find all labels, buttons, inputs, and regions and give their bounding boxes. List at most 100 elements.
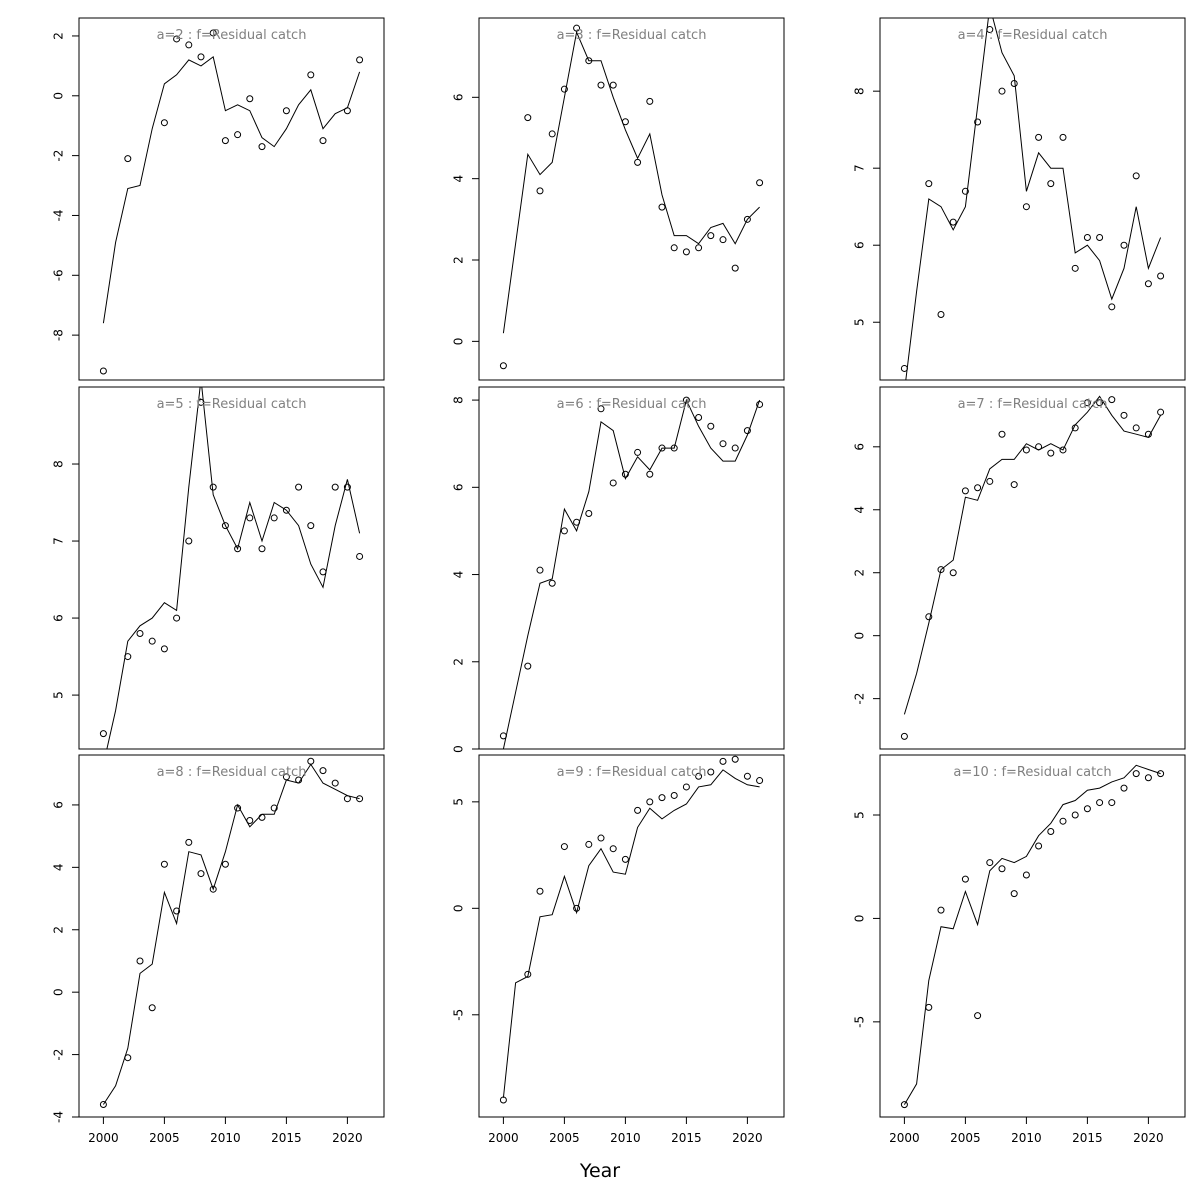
observed-point bbox=[246, 514, 254, 522]
observed-point bbox=[221, 522, 229, 530]
observed-point bbox=[1157, 272, 1165, 280]
observed-point bbox=[209, 483, 217, 491]
x-axis-label: Year bbox=[579, 1160, 621, 1182]
observed-point bbox=[658, 444, 666, 452]
panel-title: a=9 : f=Residual catch bbox=[557, 765, 707, 780]
x-tick-label: 2010 bbox=[210, 1131, 241, 1145]
observed-point bbox=[949, 218, 957, 226]
observed-point bbox=[986, 26, 994, 34]
observed-point bbox=[658, 203, 666, 211]
observed-point bbox=[331, 483, 339, 491]
observed-point bbox=[646, 470, 654, 478]
fitted-line bbox=[905, 18, 1162, 380]
y-tick-label: -4 bbox=[52, 1111, 66, 1123]
observed-point bbox=[524, 662, 532, 670]
observed-point bbox=[148, 637, 156, 645]
observed-point bbox=[1132, 770, 1140, 778]
observed-point bbox=[1108, 303, 1116, 311]
observed-point bbox=[756, 400, 764, 408]
observed-point bbox=[282, 107, 290, 115]
observed-point bbox=[356, 552, 364, 560]
fitted-line bbox=[903, 764, 1161, 1105]
y-tick-label: 0 bbox=[52, 92, 66, 100]
observed-point bbox=[1108, 396, 1116, 404]
observed-point bbox=[707, 768, 715, 776]
observed-point bbox=[185, 838, 193, 846]
observed-point bbox=[986, 859, 994, 867]
observed-point bbox=[197, 53, 205, 61]
observed-point bbox=[573, 518, 581, 526]
panel-frame bbox=[879, 17, 1186, 381]
y-tick-label: 0 bbox=[452, 745, 466, 753]
observed-point bbox=[1083, 234, 1091, 242]
panel-1: -8 -6 -4 -2 0 2 a=2 : f=Residual catch bbox=[52, 17, 385, 381]
panel-frame bbox=[478, 386, 785, 750]
panel-frame bbox=[478, 754, 785, 1118]
observed-point bbox=[270, 514, 278, 522]
observed-point bbox=[597, 405, 605, 413]
observed-point bbox=[573, 24, 581, 32]
observed-point bbox=[719, 440, 727, 448]
observed-point bbox=[670, 444, 678, 452]
observed-point bbox=[1010, 79, 1018, 87]
observed-point bbox=[1144, 774, 1152, 782]
fitted-line bbox=[106, 387, 361, 749]
observed-point bbox=[282, 506, 290, 514]
y-tick-label: 4 bbox=[452, 571, 466, 579]
observed-point bbox=[925, 1003, 933, 1011]
observed-point bbox=[937, 566, 945, 574]
observed-point bbox=[246, 95, 254, 103]
observed-point bbox=[731, 444, 739, 452]
observed-point bbox=[148, 1004, 156, 1012]
observed-point bbox=[270, 804, 278, 812]
x-tick-label: 2000 bbox=[889, 1131, 920, 1145]
observed-point bbox=[974, 118, 982, 126]
observed-point bbox=[295, 776, 303, 784]
x-tick-label: 2005 bbox=[549, 1131, 580, 1145]
observed-point bbox=[209, 29, 217, 37]
observed-point bbox=[695, 244, 703, 252]
observed-point bbox=[1071, 811, 1079, 819]
observed-point bbox=[258, 813, 266, 821]
observed-point bbox=[925, 180, 933, 188]
x-tick-label: 2010 bbox=[1011, 1131, 1042, 1145]
observed-point bbox=[937, 311, 945, 319]
x-tick-label: 2005 bbox=[149, 1131, 180, 1145]
observed-point bbox=[331, 779, 339, 787]
panel-5: 0 2 4 6 8 a=6 : f=Residual catch bbox=[452, 386, 785, 753]
observed-point bbox=[307, 522, 315, 530]
observed-point bbox=[1010, 481, 1018, 489]
observed-point bbox=[986, 477, 994, 485]
observed-point bbox=[743, 215, 751, 223]
observed-point bbox=[621, 118, 629, 126]
observed-point bbox=[961, 187, 969, 195]
observed-point bbox=[670, 244, 678, 252]
y-tick-label: 5 bbox=[452, 798, 466, 806]
observed-point bbox=[682, 396, 690, 404]
fitted-line bbox=[502, 769, 760, 1098]
observed-point bbox=[536, 566, 544, 574]
observed-point bbox=[719, 236, 727, 244]
observed-point bbox=[1047, 180, 1055, 188]
y-tick-label: -5 bbox=[452, 1009, 466, 1021]
observed-point bbox=[1096, 799, 1104, 807]
observed-point bbox=[949, 569, 957, 577]
observed-point bbox=[136, 957, 144, 965]
panel-frame bbox=[879, 754, 1186, 1118]
observed-point bbox=[646, 798, 654, 806]
panel-title: a=2 : f=Residual catch bbox=[157, 28, 307, 43]
observed-point bbox=[1035, 443, 1043, 451]
observed-point bbox=[1132, 424, 1140, 432]
x-tick-label: 2015 bbox=[1072, 1131, 1103, 1145]
x-tick-label: 2015 bbox=[271, 1131, 302, 1145]
observed-point bbox=[234, 545, 242, 553]
observed-point bbox=[282, 773, 290, 781]
observed-point bbox=[707, 232, 715, 240]
observed-point bbox=[1035, 133, 1043, 141]
fitted-line bbox=[502, 398, 761, 749]
observed-point bbox=[756, 179, 764, 187]
panel-frame bbox=[78, 386, 385, 750]
observed-point bbox=[258, 143, 266, 151]
panel-title: a=3 : f=Residual catch bbox=[557, 28, 707, 43]
